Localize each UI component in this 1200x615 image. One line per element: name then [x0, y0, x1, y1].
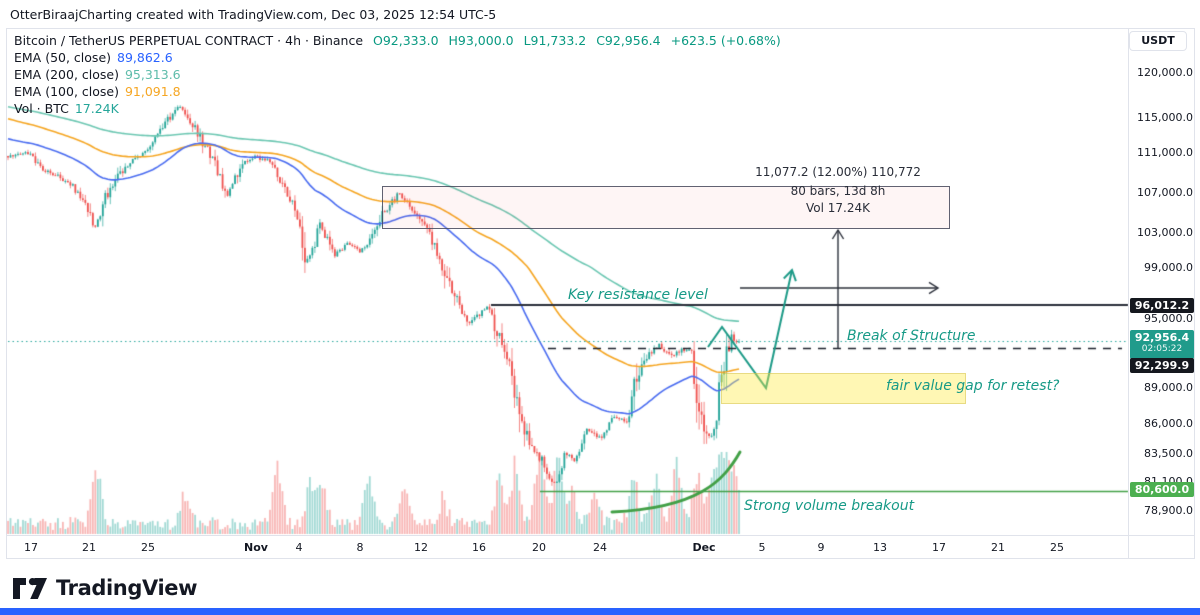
- badge-current-price: 92,956.4 02:05:22: [1130, 330, 1194, 359]
- time-tick: 24: [593, 541, 607, 554]
- supply-zone-box[interactable]: [382, 186, 950, 229]
- time-tick: 9: [817, 541, 825, 554]
- measure-bars-label[interactable]: 80 bars, 13d 8h: [790, 184, 886, 198]
- price-tick: 83,500.0: [1144, 447, 1193, 460]
- price-tick: 89,000.0: [1144, 381, 1193, 394]
- measure-range-label[interactable]: 11,077.2 (12.00%) 110,772: [755, 165, 921, 179]
- badge-current-price-value: 92,956.4: [1134, 331, 1190, 344]
- symbol-title: Bitcoin / TetherUS PERPETUAL CONTRACT · …: [14, 33, 364, 48]
- indicator-value: 89,862.6: [117, 50, 173, 65]
- price-axis-separator: [1128, 28, 1129, 559]
- time-tick: 5: [758, 541, 766, 554]
- time-tick: 21: [991, 541, 1005, 554]
- annotation-key-resistance[interactable]: Key resistance level: [568, 287, 708, 303]
- price-tick: 107,000.0: [1137, 186, 1193, 199]
- indicator-label: EMA (100, close): [14, 84, 119, 99]
- price-tick: 115,000.0: [1137, 111, 1193, 124]
- time-tick: 20: [532, 541, 546, 554]
- fair-value-gap-box[interactable]: [721, 373, 966, 404]
- badge-countdown: 02:05:22: [1141, 344, 1183, 354]
- price-tick: 86,000.0: [1144, 417, 1193, 430]
- time-tick: Dec: [692, 541, 716, 554]
- indicator-row[interactable]: EMA (100, close) 91,091.8: [14, 83, 781, 100]
- badge-breakout-price: 80,600.0: [1130, 482, 1194, 497]
- ohlc-low: L91,733.2: [523, 33, 587, 48]
- price-tick: 103,000.0: [1137, 226, 1193, 239]
- time-tick: 13: [873, 541, 887, 554]
- time-tick: 16: [472, 541, 486, 554]
- price-tick: 120,000.0: [1137, 66, 1193, 79]
- time-tick: 4: [295, 541, 303, 554]
- measure-volume-label[interactable]: Vol 17.24K: [806, 201, 870, 215]
- time-tick: 8: [356, 541, 364, 554]
- indicator-row[interactable]: EMA (200, close) 95,313.6: [14, 66, 781, 83]
- time-tick: 25: [141, 541, 155, 554]
- indicator-row[interactable]: EMA (50, close) 89,862.6: [14, 49, 781, 66]
- badge-resistance-price: 96,012.2: [1130, 298, 1194, 313]
- bottom-accent-strip: [0, 608, 1200, 615]
- annotation-break-of-structure[interactable]: Break of Structure: [847, 328, 976, 344]
- indicator-row[interactable]: Vol · BTC 17.24K: [14, 100, 781, 117]
- indicator-label: EMA (50, close): [14, 50, 112, 65]
- time-tick: 17: [24, 541, 38, 554]
- indicator-label: Vol · BTC: [14, 101, 69, 116]
- badge-bos-price: 92,299.9: [1130, 358, 1194, 373]
- time-tick: 17: [932, 541, 946, 554]
- annotation-fair-value-gap[interactable]: fair value gap for retest?: [886, 378, 1060, 394]
- time-tick: Nov: [244, 541, 268, 554]
- ohlc-change: +623.5 (+0.68%): [670, 33, 781, 48]
- currency-button[interactable]: USDT: [1129, 31, 1187, 51]
- price-tick: 111,000.0: [1137, 146, 1193, 159]
- ohlc-open: O92,333.0: [373, 33, 439, 48]
- indicator-value: 91,091.8: [124, 84, 181, 99]
- time-tick: 21: [82, 541, 96, 554]
- indicator-value: 17.24K: [74, 101, 119, 116]
- tradingview-logo: TradingView: [12, 576, 197, 600]
- price-tick: 78,900.0: [1144, 504, 1193, 517]
- annotation-volume-breakout[interactable]: Strong volume breakout: [744, 498, 915, 514]
- price-tick: 99,000.0: [1144, 261, 1193, 274]
- time-tick: 12: [414, 541, 428, 554]
- price-tick: 95,000.0: [1144, 312, 1193, 325]
- tradingview-logo-icon: [13, 577, 47, 599]
- ohlc-high: H93,000.0: [448, 33, 514, 48]
- brand-text: TradingView: [56, 576, 198, 600]
- ohlc-close: C92,956.4: [596, 33, 661, 48]
- time-tick: 25: [1050, 541, 1064, 554]
- symbol-row[interactable]: Bitcoin / TetherUS PERPETUAL CONTRACT · …: [14, 32, 781, 49]
- indicator-value: 95,313.6: [124, 67, 181, 82]
- indicator-label: EMA (200, close): [14, 67, 119, 82]
- legend: Bitcoin / TetherUS PERPETUAL CONTRACT · …: [14, 32, 781, 117]
- time-axis-separator: [6, 535, 1195, 536]
